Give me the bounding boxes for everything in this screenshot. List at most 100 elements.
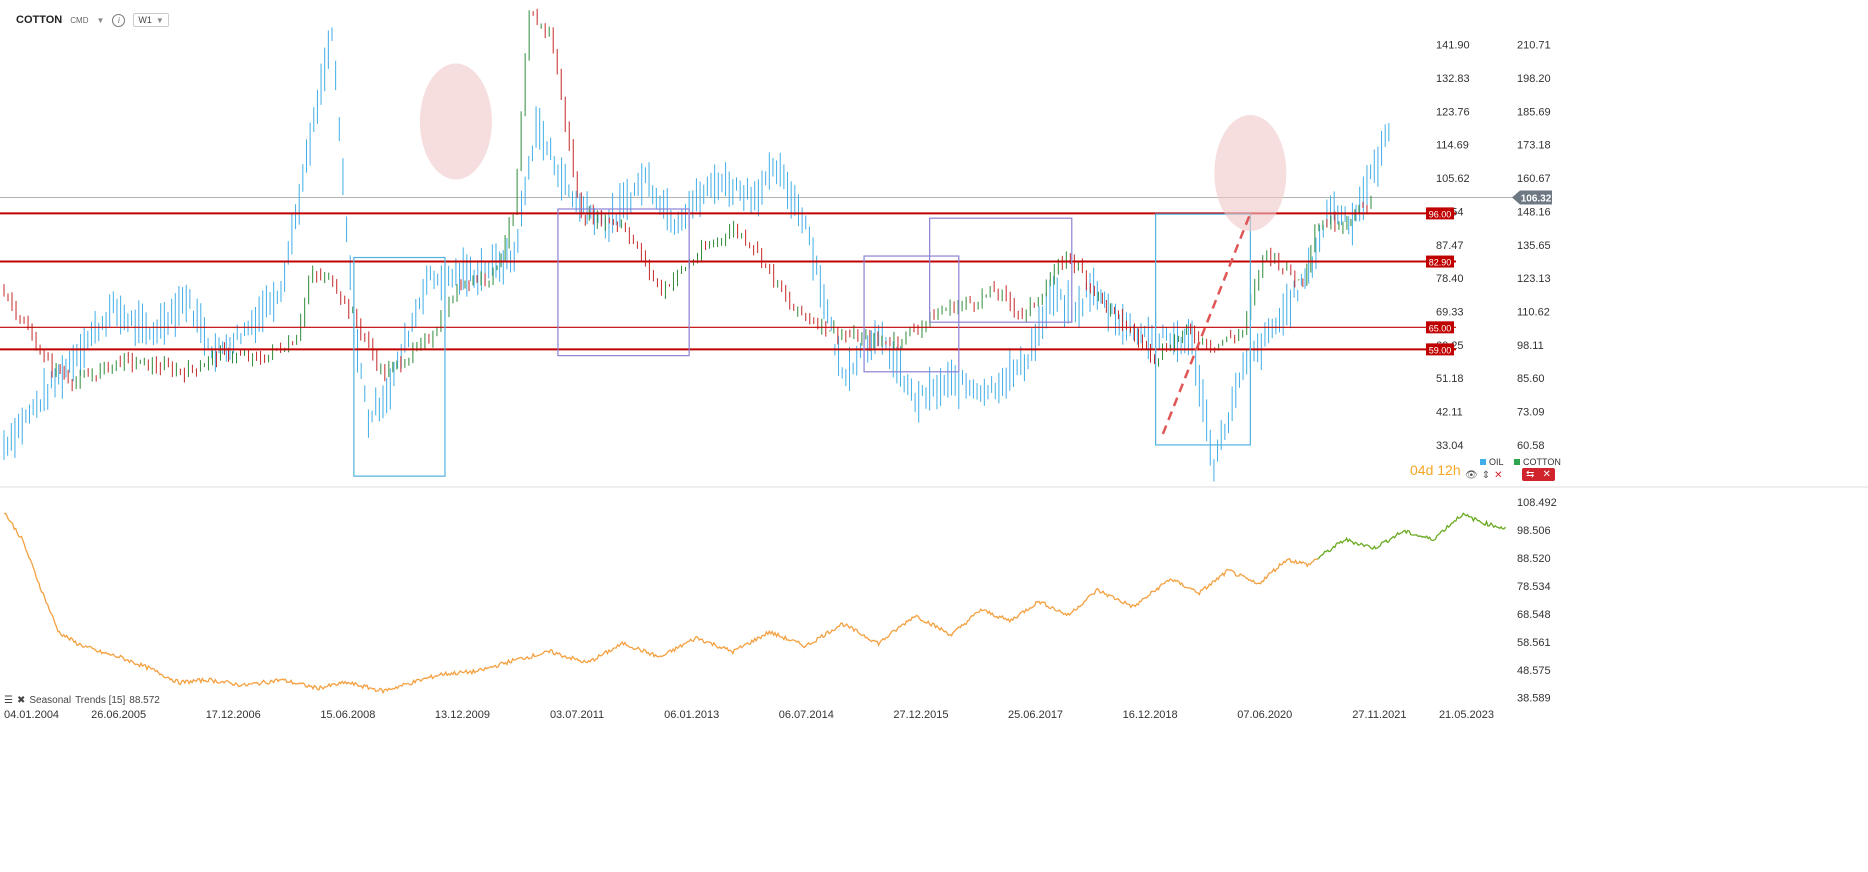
level-label: 65.00 [1429, 323, 1452, 333]
indicator-value: 88.572 [129, 695, 160, 706]
legend-cotton[interactable]: COTTON [1514, 457, 1561, 467]
countdown-hours: 12 [1437, 462, 1453, 478]
oil-series [3, 27, 1390, 482]
left-axis-tick: 105.62 [1436, 173, 1470, 185]
chart-toolbar: COTTON CMD ▼ i W1 ▼ [16, 10, 169, 30]
indicator-settings-icon[interactable]: ☰ [4, 695, 13, 706]
right-axis-tick: 135.65 [1517, 240, 1551, 252]
bottom-axis-tick: 78.534 [1517, 581, 1551, 593]
left-axis-tick: 78.40 [1436, 273, 1464, 285]
timeframe-value: W1 [138, 15, 152, 25]
countdown-days: 04 [1410, 462, 1426, 478]
eye-icon[interactable]: 👁 [1465, 470, 1478, 481]
bottom-axis-tick: 88.520 [1517, 553, 1551, 565]
x-axis-label: 26.06.2005 [91, 709, 146, 721]
x-axis-label: 15.06.2008 [320, 709, 375, 721]
current-value-badge [1512, 190, 1552, 205]
legend-label-oil: OIL [1489, 457, 1504, 467]
right-axis-tick: 110.62 [1517, 306, 1550, 318]
exchange-label: CMD [70, 15, 89, 25]
bottom-axis-tick: 58.561 [1517, 637, 1551, 649]
right-axis-tick: 210.71 [1517, 40, 1551, 52]
legend-swatch-oil [1480, 459, 1486, 465]
symbol-name[interactable]: COTTON [16, 14, 63, 26]
series-controls-red: ⇆ ✕ [1522, 468, 1555, 481]
legend-swatch-cotton [1514, 459, 1520, 465]
level-badge [1426, 207, 1454, 220]
legend-oil[interactable]: OIL [1480, 457, 1504, 467]
move-icon[interactable]: ⇆ [1526, 469, 1535, 480]
right-axis-tick: 123.13 [1517, 273, 1551, 285]
move-icon[interactable]: ⇕ [1481, 470, 1491, 481]
info-icon[interactable]: i [112, 13, 126, 27]
level-label: 96.00 [1429, 209, 1452, 219]
seasonal-line-forecast [1316, 512, 1506, 560]
close-icon[interactable]: ✕ [1542, 469, 1551, 480]
chevron-down-icon[interactable]: ▼ [96, 15, 105, 25]
right-axis-tick: 173.18 [1517, 140, 1551, 152]
x-axis-label: 03.07.2011 [550, 709, 604, 721]
level-badge [1426, 255, 1454, 268]
trend-line [1161, 212, 1252, 435]
seasonal-series [3, 512, 1506, 695]
right-axis-tick: 185.69 [1517, 106, 1551, 118]
level-label: 82.90 [1429, 258, 1452, 268]
x-axis-label: 21.05.2023 [1439, 709, 1494, 721]
x-axis-label: 16.12.2018 [1123, 709, 1178, 721]
annotation-box [929, 217, 1073, 323]
annotation-box [1155, 213, 1251, 446]
legend-label-cotton: COTTON [1523, 457, 1561, 467]
right-axis-tick: 73.09 [1517, 406, 1545, 418]
right-axis-tick: 198.20 [1517, 73, 1551, 85]
right-axis-tick: 148.16 [1517, 206, 1551, 218]
x-axis-label: 13.12.2009 [435, 709, 490, 721]
annotation-box [557, 208, 690, 357]
highlight-ellipse [419, 63, 492, 180]
countdown-d: d [1425, 462, 1434, 478]
x-axis-label: 27.11.2021 [1352, 709, 1406, 721]
indicator-params: Trends [15] [75, 695, 126, 706]
indicator-name: Seasonal [29, 695, 72, 706]
level-badge [1426, 321, 1454, 334]
annotation-box [353, 256, 446, 477]
left-axis-tick: 132.83 [1436, 73, 1470, 85]
x-axis-label: 06.01.2013 [664, 709, 719, 721]
x-axis-label: 07.06.2020 [1237, 709, 1292, 721]
indicator-label: ☰ ✖ Seasonal Trends [15] 88.572 [4, 695, 160, 706]
left-axis-tick: 51.18 [1436, 373, 1464, 385]
bottom-axis-tick: 38.589 [1517, 693, 1551, 705]
bottom-axis-tick: 98.506 [1517, 525, 1551, 537]
close-icon[interactable]: ✕ [1494, 470, 1503, 481]
highlight-ellipse [1214, 114, 1287, 231]
left-axis-tick: 87.47 [1436, 240, 1464, 252]
series-visibility-controls: 👁 ⇕ ✕ [1465, 470, 1502, 481]
indicator-close-icon[interactable]: ✖ [16, 695, 26, 706]
left-axis-tick: 42.11 [1436, 406, 1463, 418]
right-axis-tick: 85.60 [1517, 373, 1545, 385]
x-axis-label: 06.07.2014 [779, 709, 834, 721]
x-axis-label: 27.12.2015 [893, 709, 948, 721]
bottom-axis-tick: 108.492 [1517, 497, 1557, 509]
x-axis-label: 25.06.2017 [1008, 709, 1063, 721]
annotation-box [863, 255, 960, 373]
left-axis-tick: 141.90 [1436, 40, 1470, 52]
left-axis-tick: 69.33 [1436, 306, 1464, 318]
left-axis-tick: 114.69 [1436, 140, 1469, 152]
chevron-down-icon: ▼ [155, 15, 164, 25]
bottom-axis-tick: 48.575 [1517, 665, 1551, 677]
right-axis-tick: 60.58 [1517, 440, 1545, 452]
left-axis-tick: 123.76 [1436, 106, 1470, 118]
current-value-label: 106.32 [1521, 193, 1552, 204]
x-axis-label: 17.12.2006 [206, 709, 261, 721]
left-axis-tick: 33.04 [1436, 440, 1464, 452]
x-axis-label: 04.01.2004 [4, 709, 59, 721]
right-axis-tick: 160.67 [1517, 173, 1551, 185]
cotton-series [3, 8, 1372, 392]
bottom-axis-tick: 68.548 [1517, 609, 1551, 621]
timeframe-select[interactable]: W1 ▼ [133, 13, 169, 27]
candle-countdown: 04d 12h [1410, 462, 1461, 478]
level-label: 59.00 [1429, 345, 1452, 355]
seasonal-line-historical [3, 512, 1318, 695]
